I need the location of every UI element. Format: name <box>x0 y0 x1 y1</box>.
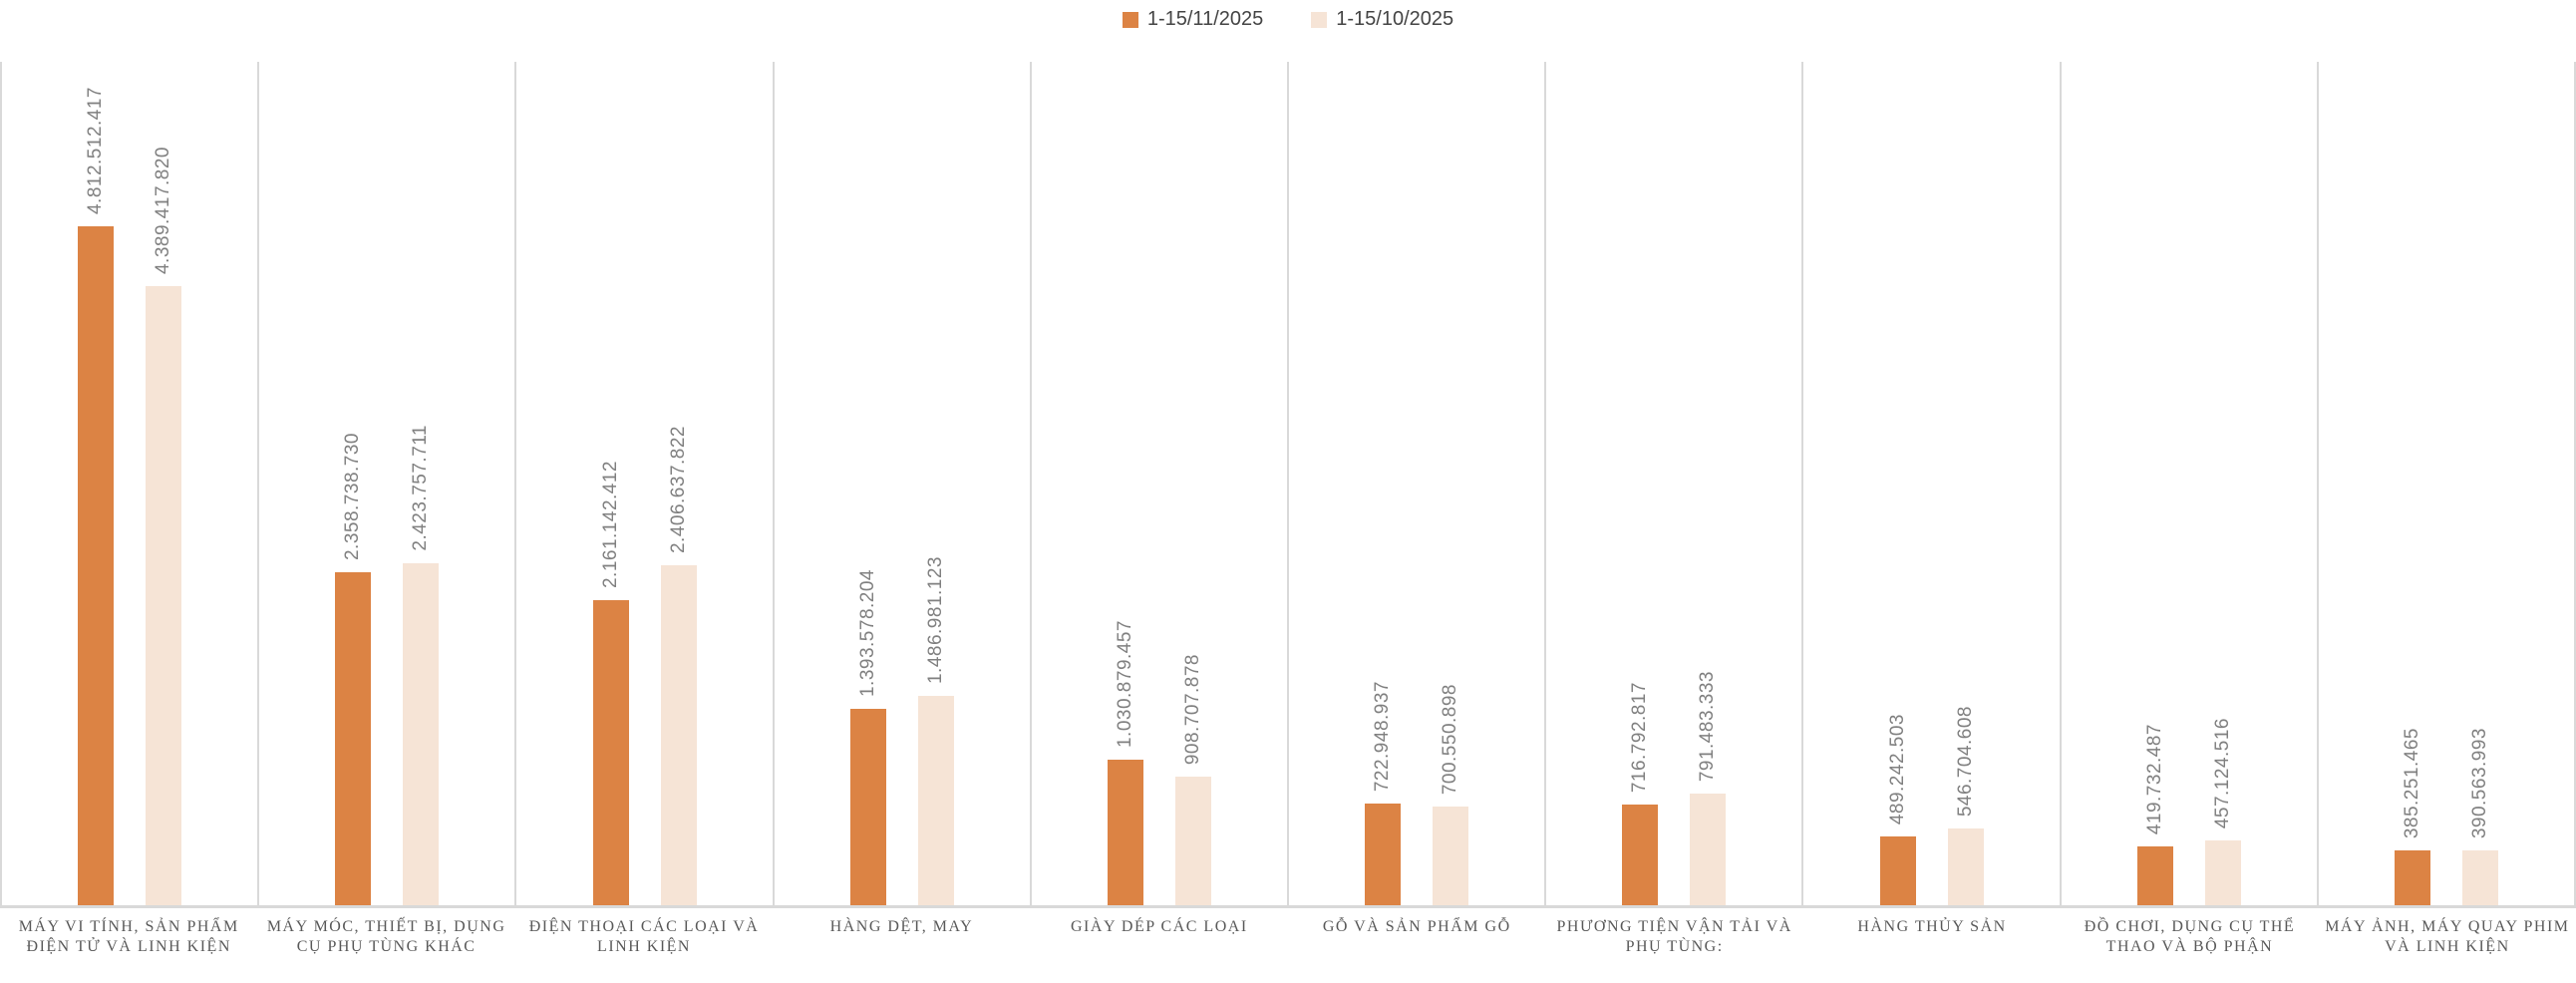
chart-legend: 1-15/11/2025 1-15/10/2025 <box>0 0 2576 62</box>
bar-period-previous: 700.550.898 <box>1433 684 1469 905</box>
bar-period-previous: 390.563.993 <box>2461 728 2498 905</box>
legend-swatch-nov-icon <box>1122 11 1138 28</box>
category-label: PHƯƠNG TIỆN VẬN TẢI VÀ PHỤ TÙNG: <box>1556 918 1792 956</box>
category-group: 722.948.937 700.550.898 <box>1287 62 1544 905</box>
bar-value-label: 385.251.465 <box>2401 727 2422 838</box>
bar-period-current: 2.358.738.730 <box>335 433 372 905</box>
bar-period-current: 722.948.937 <box>1365 681 1402 905</box>
legend-label-oct: 1-15/10/2025 <box>1336 8 1454 30</box>
legend-swatch-oct-icon <box>1311 11 1328 28</box>
bar-value-label: 2.358.738.730 <box>342 432 364 560</box>
category-group: 4.812.512.417 4.389.417.820 <box>0 62 257 905</box>
bar-period-current: 4.812.512.417 <box>78 87 115 905</box>
category-group: 1.030.879.457 908.707.878 <box>1029 62 1287 905</box>
bar-value-label: 546.704.608 <box>1954 705 1976 817</box>
category-group: 385.251.465 390.563.993 <box>2316 62 2574 905</box>
legend-label-nov: 1-15/11/2025 <box>1146 8 1264 30</box>
category-label: MÁY MÓC, THIẾT BỊ, DỤNG CỤ PHỤ TÙNG KHÁC <box>266 918 506 956</box>
bar-value-label: 1.393.578.204 <box>856 568 878 697</box>
bar-period-previous: 1.486.981.123 <box>917 556 954 905</box>
category-axis: MÁY VI TÍNH, SẢN PHẨM ĐIỆN TỬ VÀ LINH KI… <box>0 908 2576 980</box>
bar-period-current: 716.792.817 <box>1622 682 1659 905</box>
bar-period-previous: 908.707.878 <box>1174 654 1211 905</box>
bar-value-label: 1.486.981.123 <box>924 555 946 684</box>
bar-value-label: 390.563.993 <box>2468 727 2490 838</box>
bar-period-current: 385.251.465 <box>2394 728 2430 905</box>
category-group: 489.242.503 546.704.608 <box>1801 62 2059 905</box>
category-label: ĐỒ CHƠI, DỤNG CỤ THỂ THAO VÀ BỘ PHẬN <box>2084 918 2296 956</box>
bar-period-current: 419.732.487 <box>2136 724 2173 905</box>
bar-value-label: 791.483.333 <box>1697 670 1719 782</box>
category-label: HÀNG THỦY SẢN <box>1857 918 2007 935</box>
category-label: GỖ VÀ SẢN PHẨM GỖ <box>1322 918 1511 935</box>
bar-period-previous: 457.124.516 <box>2204 718 2241 905</box>
bar-value-label: 716.792.817 <box>1629 681 1651 793</box>
bar-value-label: 2.161.142.412 <box>599 460 621 588</box>
bar-value-label: 2.423.757.711 <box>410 425 432 551</box>
legend-item-oct: 1-15/10/2025 <box>1311 8 1453 31</box>
bar-period-previous: 2.423.757.711 <box>403 425 440 905</box>
bar-value-label: 908.707.878 <box>1181 653 1203 765</box>
category-label: GIÀY DÉP CÁC LOẠI <box>1071 918 1248 935</box>
legend-item-nov: 1-15/11/2025 <box>1122 8 1264 31</box>
category-group: 419.732.487 457.124.516 <box>2059 62 2317 905</box>
bar-value-label: 419.732.487 <box>2143 723 2165 834</box>
bar-period-previous: 4.389.417.820 <box>146 147 182 905</box>
bar-period-current: 1.030.879.457 <box>1107 620 1143 905</box>
plot-area: 4.812.512.417 4.389.417.820 2.358.738.730 2… <box>0 62 2576 908</box>
category-group: 2.161.142.412 2.406.637.822 <box>514 62 772 905</box>
bar-period-current: 2.161.142.412 <box>592 461 629 905</box>
bar-period-previous: 546.704.608 <box>1947 706 1984 905</box>
bar-value-label: 722.948.937 <box>1372 680 1394 792</box>
bar-value-label: 4.812.512.417 <box>85 86 107 214</box>
category-group: 2.358.738.730 2.423.757.711 <box>257 62 514 905</box>
bar-period-previous: 2.406.637.822 <box>660 426 697 905</box>
category-group: 716.792.817 791.483.333 <box>1544 62 1801 905</box>
category-label: ĐIỆN THOẠI CÁC LOẠI VÀ LINH KIỆN <box>528 918 760 956</box>
bar-value-label: 4.389.417.820 <box>153 146 174 274</box>
category-group: 1.393.578.204 1.486.981.123 <box>772 62 1030 905</box>
category-label: MÁY ẢNH, MÁY QUAY PHIM VÀ LINH KIỆN <box>2325 918 2570 956</box>
bar-value-label: 457.124.516 <box>2211 717 2233 828</box>
bar-value-label: 700.550.898 <box>1440 683 1461 795</box>
bar-period-previous: 791.483.333 <box>1690 671 1727 905</box>
bar-value-label: 489.242.503 <box>1886 713 1908 824</box>
bar-period-current: 489.242.503 <box>1879 714 1916 905</box>
bar-period-current: 1.393.578.204 <box>849 569 886 905</box>
category-label: MÁY VI TÍNH, SẢN PHẨM ĐIỆN TỬ VÀ LINH KI… <box>18 918 239 956</box>
category-label: HÀNG DỆT, MAY <box>829 918 974 935</box>
bar-value-label: 2.406.637.822 <box>667 425 689 553</box>
bar-value-label: 1.030.879.457 <box>1114 619 1135 748</box>
